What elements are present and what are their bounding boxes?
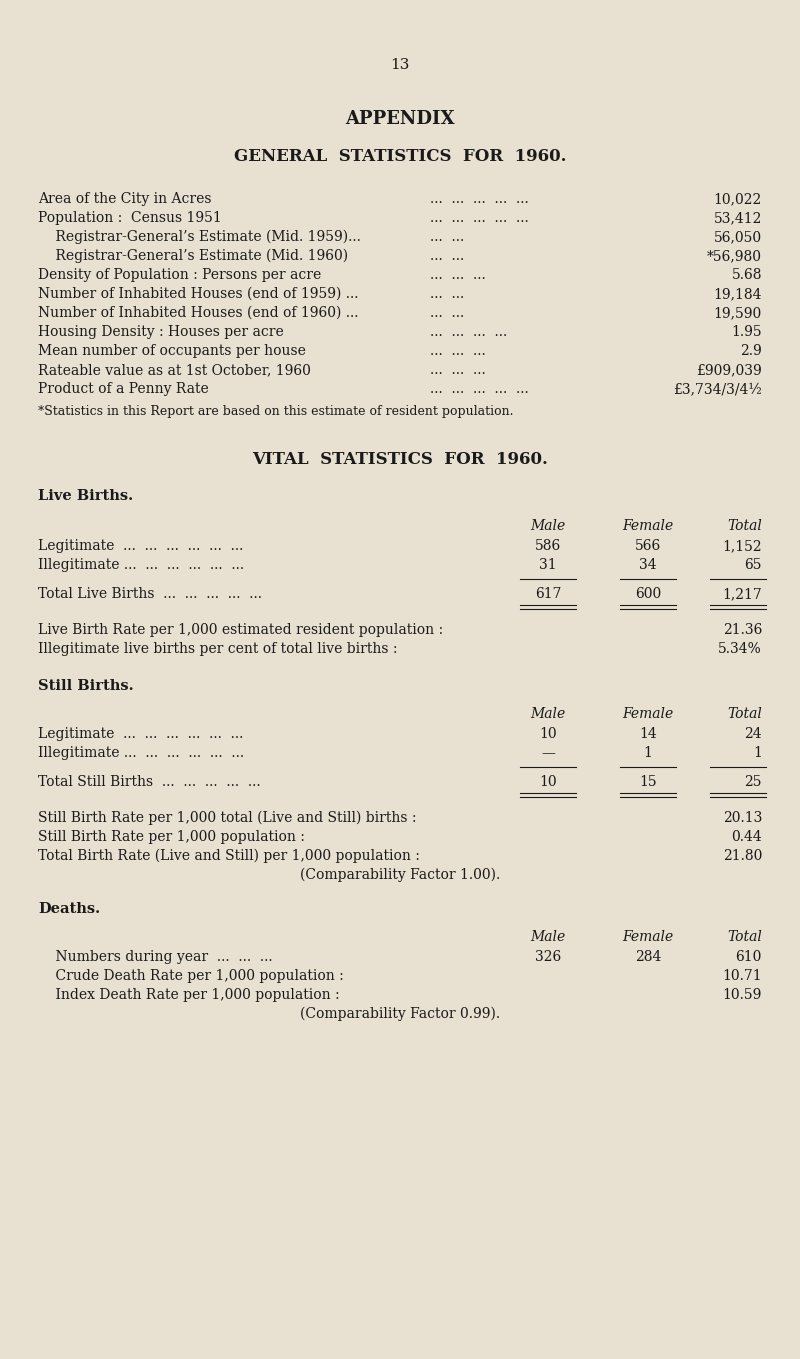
Text: 14: 14 xyxy=(639,727,657,741)
Text: 15: 15 xyxy=(639,775,657,790)
Text: Illegitimate live births per cent of total live births :: Illegitimate live births per cent of tot… xyxy=(38,641,398,656)
Text: Total Live Births  ...  ...  ...  ...  ...: Total Live Births ... ... ... ... ... xyxy=(38,587,262,601)
Text: 53,412: 53,412 xyxy=(714,211,762,226)
Text: 326: 326 xyxy=(535,950,561,964)
Text: Total: Total xyxy=(727,707,762,722)
Text: Density of Population : Persons per acre: Density of Population : Persons per acre xyxy=(38,268,322,283)
Text: *56,980: *56,980 xyxy=(707,249,762,264)
Text: 284: 284 xyxy=(635,950,661,964)
Text: GENERAL  STATISTICS  FOR  1960.: GENERAL STATISTICS FOR 1960. xyxy=(234,148,566,164)
Text: 13: 13 xyxy=(390,58,410,72)
Text: ...  ...: ... ... xyxy=(430,249,464,264)
Text: 0.44: 0.44 xyxy=(731,830,762,844)
Text: Numbers during year  ...  ...  ...: Numbers during year ... ... ... xyxy=(38,950,273,964)
Text: Illegitimate ...  ...  ...  ...  ...  ...: Illegitimate ... ... ... ... ... ... xyxy=(38,559,244,572)
Text: ...  ...  ...: ... ... ... xyxy=(430,268,486,283)
Text: £909,039: £909,039 xyxy=(696,363,762,376)
Text: APPENDIX: APPENDIX xyxy=(345,110,455,128)
Text: 586: 586 xyxy=(535,540,561,553)
Text: Illegitimate ...  ...  ...  ...  ...  ...: Illegitimate ... ... ... ... ... ... xyxy=(38,746,244,760)
Text: 2.9: 2.9 xyxy=(740,344,762,357)
Text: Still Birth Rate per 1,000 population :: Still Birth Rate per 1,000 population : xyxy=(38,830,305,844)
Text: Male: Male xyxy=(530,930,566,945)
Text: Registrar-General’s Estimate (Mid. 1959)...: Registrar-General’s Estimate (Mid. 1959)… xyxy=(38,230,361,245)
Text: 566: 566 xyxy=(635,540,661,553)
Text: ...  ...  ...  ...: ... ... ... ... xyxy=(430,325,507,338)
Text: Female: Female xyxy=(622,930,674,945)
Text: 610: 610 xyxy=(736,950,762,964)
Text: Housing Density : Houses per acre: Housing Density : Houses per acre xyxy=(38,325,284,338)
Text: Male: Male xyxy=(530,519,566,533)
Text: *Statistics in this Report are based on this estimate of resident population.: *Statistics in this Report are based on … xyxy=(38,405,514,419)
Text: ...  ...: ... ... xyxy=(430,306,464,319)
Text: 1: 1 xyxy=(643,746,653,760)
Text: Number of Inhabited Houses (end of 1960) ...: Number of Inhabited Houses (end of 1960)… xyxy=(38,306,358,319)
Text: 56,050: 56,050 xyxy=(714,230,762,245)
Text: ...  ...  ...: ... ... ... xyxy=(430,344,486,357)
Text: ...  ...: ... ... xyxy=(430,287,464,300)
Text: Live Birth Rate per 1,000 estimated resident population :: Live Birth Rate per 1,000 estimated resi… xyxy=(38,622,443,637)
Text: —: — xyxy=(541,746,555,760)
Text: 10.71: 10.71 xyxy=(722,969,762,983)
Text: £3,734/3/4½: £3,734/3/4½ xyxy=(673,382,762,395)
Text: ...  ...  ...: ... ... ... xyxy=(430,363,486,376)
Text: Still Birth Rate per 1,000 total (Live and Still) births :: Still Birth Rate per 1,000 total (Live a… xyxy=(38,811,417,825)
Text: Legitimate  ...  ...  ...  ...  ...  ...: Legitimate ... ... ... ... ... ... xyxy=(38,727,243,741)
Text: 20.13: 20.13 xyxy=(722,811,762,825)
Text: 10,022: 10,022 xyxy=(714,192,762,207)
Text: 5.34%: 5.34% xyxy=(718,641,762,656)
Text: Rateable value as at 1st October, 1960: Rateable value as at 1st October, 1960 xyxy=(38,363,311,376)
Text: ...  ...: ... ... xyxy=(430,230,464,245)
Text: Index Death Rate per 1,000 population :: Index Death Rate per 1,000 population : xyxy=(38,988,340,1002)
Text: Registrar-General’s Estimate (Mid. 1960): Registrar-General’s Estimate (Mid. 1960) xyxy=(38,249,348,264)
Text: 1: 1 xyxy=(753,746,762,760)
Text: 5.68: 5.68 xyxy=(731,268,762,283)
Text: 21.80: 21.80 xyxy=(722,849,762,863)
Text: 65: 65 xyxy=(745,559,762,572)
Text: (Comparability Factor 1.00).: (Comparability Factor 1.00). xyxy=(300,868,500,882)
Text: 19,184: 19,184 xyxy=(714,287,762,300)
Text: Total Birth Rate (Live and Still) per 1,000 population :: Total Birth Rate (Live and Still) per 1,… xyxy=(38,849,420,863)
Text: 10: 10 xyxy=(539,775,557,790)
Text: Crude Death Rate per 1,000 population :: Crude Death Rate per 1,000 population : xyxy=(38,969,344,983)
Text: 34: 34 xyxy=(639,559,657,572)
Text: 19,590: 19,590 xyxy=(714,306,762,319)
Text: Total: Total xyxy=(727,930,762,945)
Text: Number of Inhabited Houses (end of 1959) ...: Number of Inhabited Houses (end of 1959)… xyxy=(38,287,358,300)
Text: Female: Female xyxy=(622,519,674,533)
Text: Live Births.: Live Births. xyxy=(38,489,133,503)
Text: Still Births.: Still Births. xyxy=(38,680,134,693)
Text: Mean number of occupants per house: Mean number of occupants per house xyxy=(38,344,306,357)
Text: 600: 600 xyxy=(635,587,661,601)
Text: Total: Total xyxy=(727,519,762,533)
Text: 1,152: 1,152 xyxy=(722,540,762,553)
Text: 1.95: 1.95 xyxy=(731,325,762,338)
Text: Population :  Census 1951: Population : Census 1951 xyxy=(38,211,222,226)
Text: ...  ...  ...  ...  ...: ... ... ... ... ... xyxy=(430,192,529,207)
Text: ...  ...  ...  ...  ...: ... ... ... ... ... xyxy=(430,211,529,226)
Text: Legitimate  ...  ...  ...  ...  ...  ...: Legitimate ... ... ... ... ... ... xyxy=(38,540,243,553)
Text: Deaths.: Deaths. xyxy=(38,902,100,916)
Text: Total Still Births  ...  ...  ...  ...  ...: Total Still Births ... ... ... ... ... xyxy=(38,775,261,790)
Text: (Comparability Factor 0.99).: (Comparability Factor 0.99). xyxy=(300,1007,500,1022)
Text: 21.36: 21.36 xyxy=(722,622,762,637)
Text: 10.59: 10.59 xyxy=(722,988,762,1002)
Text: Male: Male xyxy=(530,707,566,722)
Text: ...  ...  ...  ...  ...: ... ... ... ... ... xyxy=(430,382,529,395)
Text: Area of the City in Acres: Area of the City in Acres xyxy=(38,192,211,207)
Text: 31: 31 xyxy=(539,559,557,572)
Text: VITAL  STATISTICS  FOR  1960.: VITAL STATISTICS FOR 1960. xyxy=(252,451,548,467)
Text: 1,217: 1,217 xyxy=(722,587,762,601)
Text: Female: Female xyxy=(622,707,674,722)
Text: 25: 25 xyxy=(745,775,762,790)
Text: 617: 617 xyxy=(534,587,562,601)
Text: Product of a Penny Rate: Product of a Penny Rate xyxy=(38,382,209,395)
Text: 24: 24 xyxy=(744,727,762,741)
Text: 10: 10 xyxy=(539,727,557,741)
